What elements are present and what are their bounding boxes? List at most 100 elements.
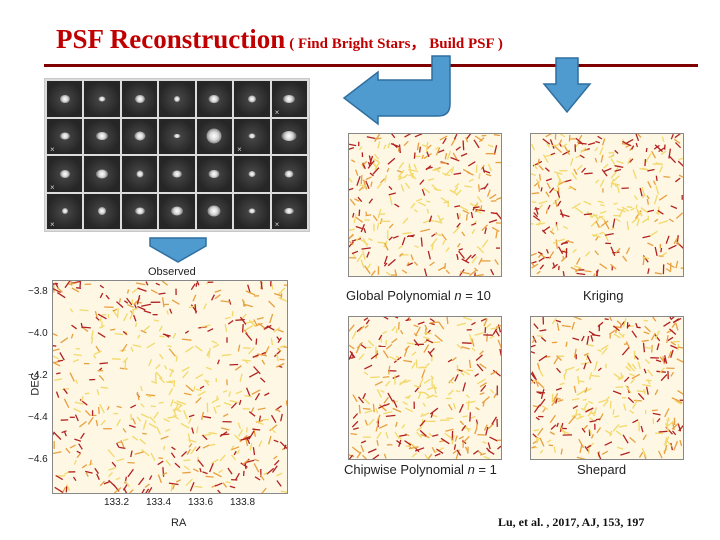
whisker [663,321,671,327]
whisker [531,173,536,177]
dec-axis-label: DEC [29,372,42,396]
caption-prefix: Global Polynomial [346,288,455,303]
whisker [646,195,650,200]
whisker [63,388,68,395]
whisker [612,424,620,432]
whisker [64,281,71,289]
whisker [590,219,599,227]
whisker [568,415,576,425]
whisker [129,309,135,320]
whisker [535,222,545,226]
whisker [235,318,245,321]
whisker [480,384,487,392]
whisker [627,157,632,165]
whisker [119,446,126,450]
star-stamp [84,81,120,117]
caption-global-polynomial: Global Polynomial n = 10 [346,288,491,303]
whisker [475,354,483,361]
whisker [352,212,355,218]
whisker [130,404,137,409]
whisker [627,397,635,404]
whisker [459,213,461,219]
whisker [356,451,362,459]
whisker [465,426,470,433]
whisker [482,440,487,445]
caption-chipwise-polynomial: Chipwise Polynomial n = 1 [344,462,497,477]
whisker [360,444,365,453]
whisker [667,336,674,342]
whisker [410,254,414,261]
whisker [539,264,545,270]
whisker [557,399,564,403]
whisker [656,417,661,423]
whisker [595,220,600,228]
whisker [360,259,365,269]
whisker [397,147,400,152]
whisker [653,180,657,186]
whisker [349,187,354,191]
whisker [122,438,129,442]
whisker [595,269,599,276]
whisker [398,176,406,180]
whisker [612,390,622,395]
whisker [411,452,418,458]
whisker [488,219,498,224]
whisker [349,324,355,332]
whisker [246,427,248,433]
whisker [157,474,163,484]
whisker [349,240,354,246]
whisker [620,372,624,379]
star-blob [134,207,145,215]
whisker [588,417,594,421]
whisker [623,376,630,383]
whisker [260,281,263,290]
whisker [234,434,241,441]
whisker [404,182,411,189]
whisker [591,334,601,337]
whisker [380,178,386,184]
whisker [173,380,176,387]
whisker [545,248,549,254]
whisker [369,172,374,177]
whisker [355,236,362,242]
whisker [462,435,470,443]
whisker [76,453,81,459]
whisker [531,222,534,225]
whisker [418,378,424,388]
whisker [479,248,485,254]
whisker [383,396,389,404]
whisker [402,217,409,225]
whisker [601,450,609,455]
whisker [403,140,409,147]
whisker [463,317,473,321]
whisker [612,325,620,332]
whisker [674,134,681,139]
whisker [673,440,679,451]
whisker [66,484,71,491]
whisker [478,257,483,265]
whisker [655,211,660,215]
whisker [354,169,359,176]
whisker [632,419,639,424]
whisker [360,175,363,185]
whisker [675,142,682,149]
whisker [576,134,583,144]
whisker [398,439,402,447]
whisker [216,405,221,408]
whisker [222,482,228,488]
whisker [76,287,82,289]
whisker [436,448,444,454]
whisker [608,154,615,159]
whisker [558,139,563,145]
whisker [615,430,622,436]
whisker [188,414,195,418]
whisker [433,384,437,394]
whisker [481,239,489,248]
whisker [423,344,430,353]
whisker [660,150,667,155]
whisker [654,272,663,275]
whisker [586,355,592,364]
whisker [161,297,165,308]
whisker [276,408,281,413]
whisker [353,214,357,224]
